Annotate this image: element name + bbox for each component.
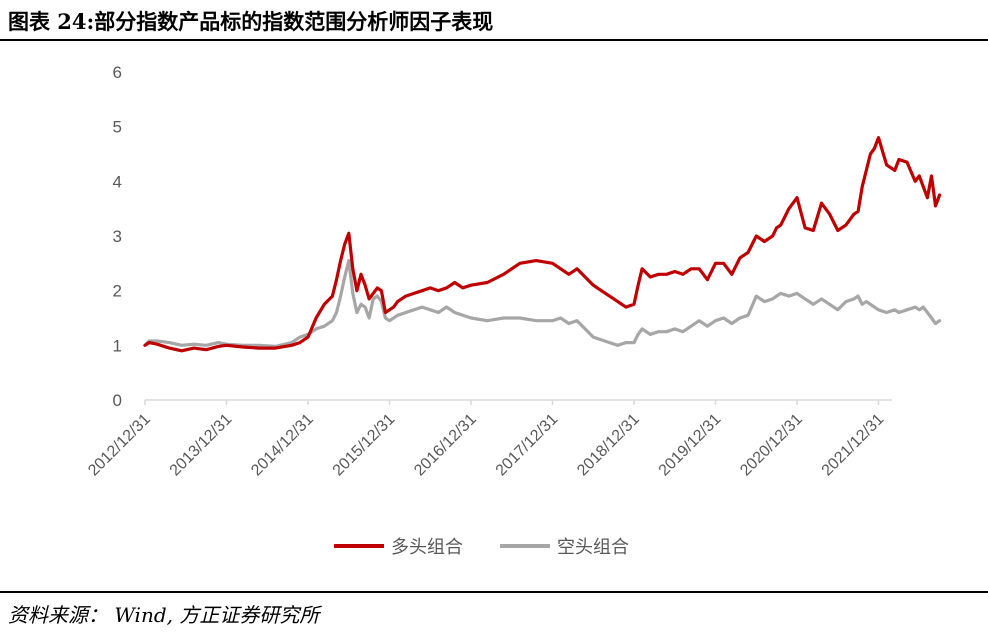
series-line [143, 259, 942, 348]
bottom-rule [0, 591, 988, 593]
x-tick-label: 2021/12/31 [819, 411, 888, 480]
x-tick-label: 2016/12/31 [411, 411, 480, 480]
y-axis-ticks: 0 1 2 3 4 5 6 [113, 63, 122, 410]
y-tick-label: 1 [113, 336, 122, 355]
legend-label: 空头组合 [557, 537, 629, 558]
source-note: 资料来源： Wind, 方正证券研究所 [8, 603, 320, 627]
x-tick-label: 2012/12/31 [85, 411, 154, 480]
y-tick-label: 5 [113, 118, 122, 137]
x-tick-label: 2018/12/31 [574, 411, 643, 480]
y-tick-label: 0 [113, 391, 122, 410]
x-tick-label: 2015/12/31 [330, 411, 399, 480]
y-tick-label: 3 [113, 227, 122, 246]
y-tick-label: 6 [113, 63, 122, 82]
x-tick-label: 2020/12/31 [737, 411, 806, 480]
top-rule [0, 39, 988, 41]
figure-title: 图表 24:部分指数产品标的指数范围分析师因子表现 [8, 9, 494, 34]
legend: 多头组合 空头组合 [334, 537, 629, 558]
series-line [143, 136, 942, 353]
legend-label: 多头组合 [391, 537, 463, 558]
series-group [143, 136, 942, 353]
x-tick-label: 2013/12/31 [167, 411, 236, 480]
y-tick-label: 4 [113, 172, 122, 191]
x-tick-label: 2014/12/31 [248, 411, 317, 480]
x-tick-label: 2019/12/31 [656, 411, 725, 480]
y-tick-label: 2 [113, 282, 122, 301]
x-axis-ticks: 2012/12/31 2013/12/31 2014/12/31 2015/12/31… [85, 400, 887, 479]
x-tick-label: 2017/12/31 [493, 411, 562, 480]
